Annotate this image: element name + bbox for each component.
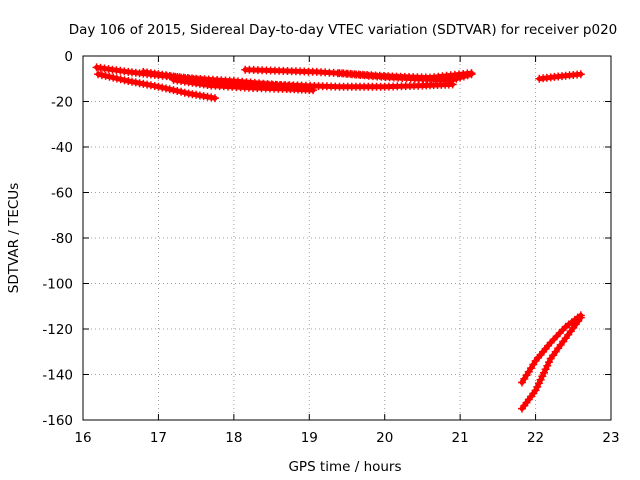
data-point (101, 71, 110, 80)
chart-title: Day 106 of 2015, Sidereal Day-to-day VTE… (69, 22, 618, 38)
series-track-4 (169, 75, 318, 95)
data-point (309, 86, 318, 95)
data-point (541, 365, 550, 374)
gridlines (83, 56, 611, 420)
data-point (531, 386, 540, 395)
data-point (165, 85, 174, 94)
data-point (131, 78, 140, 87)
data-point (120, 76, 129, 85)
data-point (180, 88, 189, 97)
data-point (576, 313, 585, 322)
axis-ticks: 16 17 18 19 20 21 22 23 0 -20 -40 -60 -80 -100 -120 -14… (42, 49, 619, 446)
data-point (211, 94, 219, 103)
data-point (109, 73, 118, 82)
data-point (116, 75, 125, 84)
x-tick-label: 18 (225, 430, 242, 446)
data-point (538, 372, 547, 381)
data-point (448, 75, 457, 84)
data-point (158, 83, 167, 92)
data-point (94, 70, 103, 79)
data-point (162, 84, 170, 93)
series-track-9 (518, 313, 585, 413)
data-point (540, 368, 548, 377)
data-point (533, 382, 542, 391)
y-tick-label: 0 (64, 49, 73, 65)
data-point (463, 71, 472, 80)
y-tick-label: -160 (42, 413, 73, 429)
data-point (177, 87, 186, 96)
data-point (576, 70, 585, 79)
x-axis-label: GPS time / hours (288, 459, 401, 475)
data-point (173, 87, 182, 95)
x-tick-label: 16 (74, 430, 91, 446)
data-point (534, 379, 543, 388)
data-points (92, 63, 585, 413)
y-tick-label: -20 (51, 95, 73, 111)
y-tick-label: -80 (51, 231, 73, 247)
x-tick-label: 22 (527, 430, 544, 446)
data-point (97, 71, 106, 80)
y-tick-label: -60 (51, 186, 73, 202)
data-point (169, 86, 178, 95)
data-point (452, 74, 461, 83)
x-tick-label: 21 (452, 430, 469, 446)
data-point (112, 74, 121, 83)
y-tick-label: -120 (42, 322, 73, 338)
data-point (467, 70, 476, 79)
y-tick-label: -140 (42, 368, 73, 384)
data-point (456, 73, 465, 82)
x-tick-label: 23 (602, 430, 619, 446)
series-track-2 (94, 70, 219, 103)
data-point (545, 358, 553, 367)
data-point (459, 72, 468, 81)
data-point (105, 72, 114, 81)
y-tick-label: -100 (42, 277, 73, 293)
data-point (543, 361, 552, 370)
x-tick-label: 19 (301, 430, 318, 446)
series-track-8 (518, 311, 585, 387)
x-tick-label: 20 (376, 430, 393, 446)
series-track-7 (535, 70, 585, 83)
y-tick-label: -40 (51, 140, 73, 156)
data-point (154, 82, 163, 91)
y-axis-label: SDTVAR / TECUs (6, 183, 22, 293)
series-track-6 (335, 69, 476, 84)
x-tick-label: 17 (150, 430, 167, 446)
data-point (536, 375, 545, 384)
